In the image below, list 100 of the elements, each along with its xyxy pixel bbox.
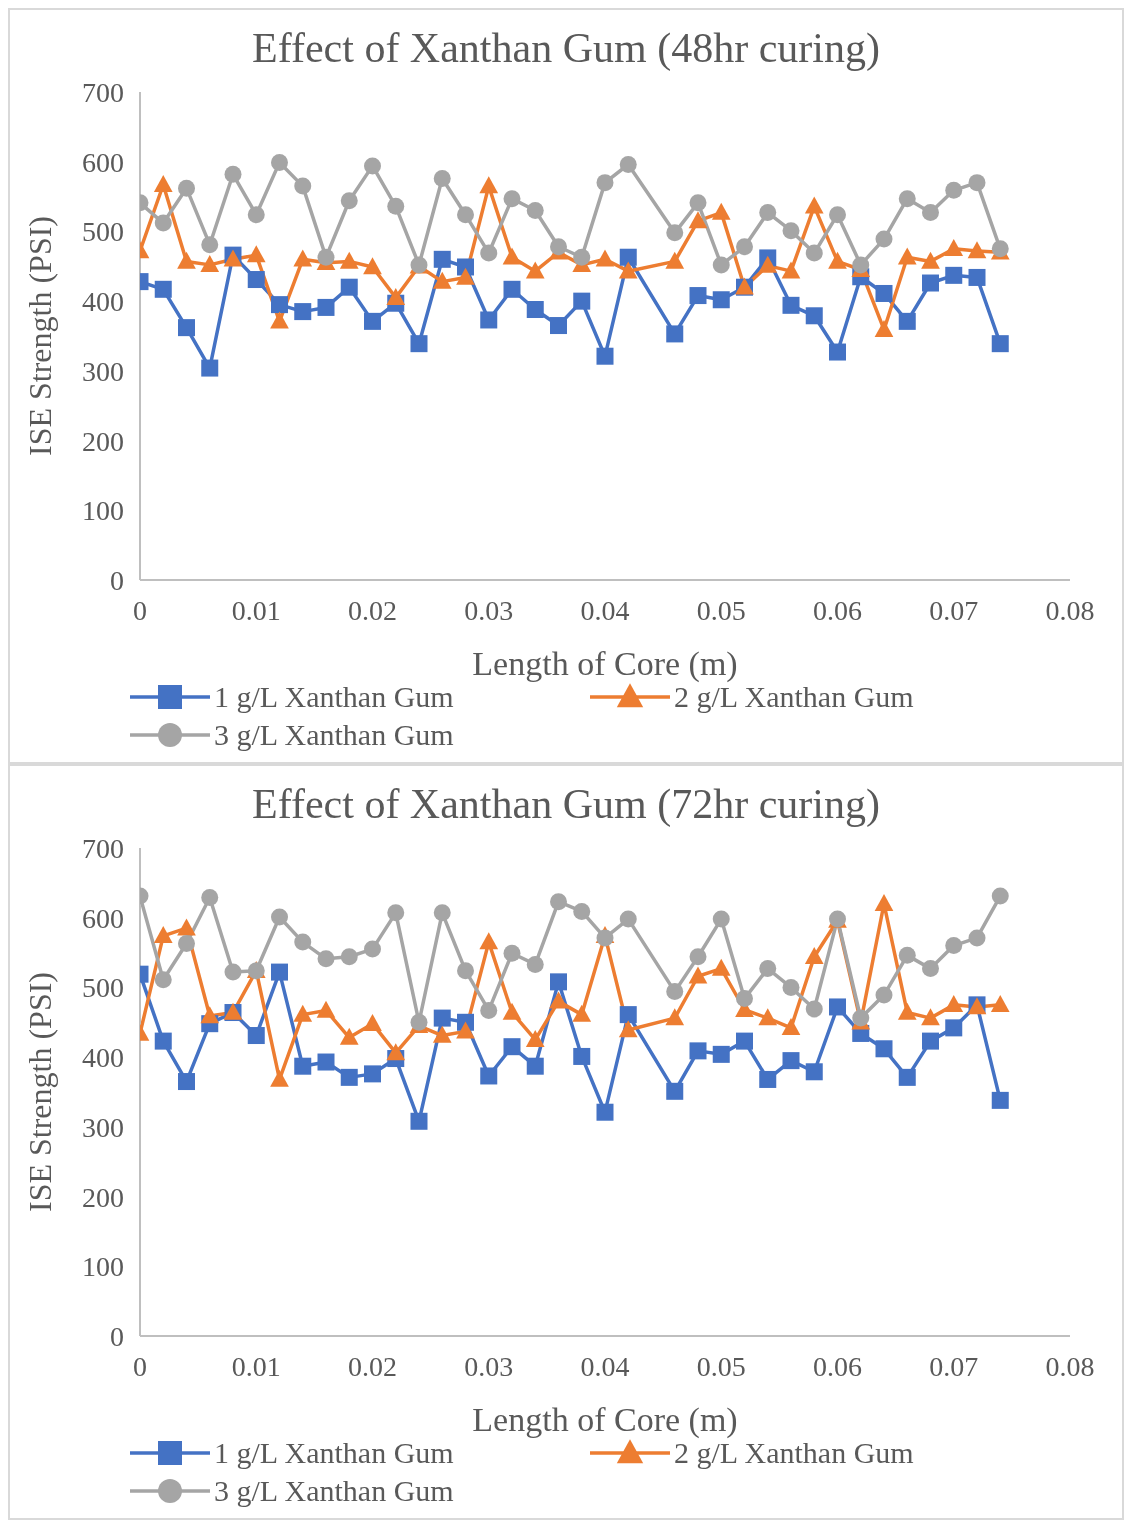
point xyxy=(782,222,800,240)
point xyxy=(945,266,963,284)
point xyxy=(596,1103,614,1121)
x-tick-label: 0.04 xyxy=(580,1350,630,1382)
point xyxy=(526,301,544,319)
point xyxy=(503,280,521,298)
x-tick-label: 0.08 xyxy=(1045,1350,1095,1382)
point xyxy=(340,948,358,966)
point xyxy=(271,963,288,981)
y-tick-label: 500 xyxy=(82,972,124,1004)
point xyxy=(526,202,544,220)
y-tick-label: 500 xyxy=(82,216,124,248)
point xyxy=(432,1025,452,1043)
point xyxy=(805,307,823,325)
point xyxy=(386,1043,406,1061)
point xyxy=(340,1068,358,1086)
point xyxy=(875,1040,893,1058)
x-tick-label: 0.04 xyxy=(580,594,630,626)
point xyxy=(666,1082,684,1100)
point xyxy=(689,194,707,212)
point xyxy=(525,261,545,279)
point xyxy=(502,247,522,265)
point xyxy=(456,1021,475,1039)
point xyxy=(689,1042,707,1060)
point xyxy=(875,284,893,302)
point xyxy=(618,1020,638,1038)
point xyxy=(271,296,288,314)
point xyxy=(479,932,499,950)
point xyxy=(433,904,451,922)
point xyxy=(480,1001,498,1019)
point xyxy=(525,1029,545,1047)
point xyxy=(898,190,916,208)
point xyxy=(944,239,964,257)
point xyxy=(921,1008,940,1026)
point xyxy=(619,156,637,173)
x-tick-label: 0.03 xyxy=(464,1350,514,1382)
x-tick-label: 0.02 xyxy=(348,1350,397,1382)
point xyxy=(852,256,870,274)
point xyxy=(363,257,382,275)
point xyxy=(364,1065,381,1083)
point xyxy=(271,153,288,171)
point xyxy=(782,296,800,314)
legend-label: 1 g/L Xanthan Gum xyxy=(214,680,454,714)
y-tick-label: 0 xyxy=(110,564,124,596)
point xyxy=(317,248,335,266)
point xyxy=(573,1047,591,1065)
y-tick-label: 400 xyxy=(82,286,124,318)
x-tick-label: 0.07 xyxy=(929,594,979,626)
point xyxy=(968,174,986,192)
point xyxy=(619,1006,637,1024)
point xyxy=(340,278,358,296)
x-tick-label: 0.08 xyxy=(1045,594,1095,626)
point xyxy=(153,174,173,192)
point xyxy=(457,206,474,224)
point xyxy=(736,238,753,256)
point xyxy=(874,894,894,911)
point xyxy=(503,190,521,208)
point xyxy=(550,893,567,911)
point xyxy=(898,312,916,330)
point xyxy=(573,902,591,920)
x-tick-label: 0.03 xyxy=(464,594,514,626)
point xyxy=(526,1057,544,1075)
chart-title: Effect of Xanthan Gum (48hr curing) xyxy=(251,24,881,72)
point xyxy=(433,169,451,187)
point xyxy=(619,910,637,928)
point xyxy=(828,251,847,269)
y-axis-title: ISE Strength (PSI) xyxy=(22,216,59,456)
point xyxy=(595,249,615,267)
y-axis-title: ISE Strength (PSI) xyxy=(22,972,59,1212)
point xyxy=(758,255,778,273)
point xyxy=(293,249,313,267)
point xyxy=(178,319,195,337)
point xyxy=(875,230,893,248)
point xyxy=(596,347,614,365)
point xyxy=(270,1069,289,1087)
point xyxy=(549,991,568,1009)
point xyxy=(503,944,521,962)
point xyxy=(317,298,335,316)
x-tick-label: 0.05 xyxy=(696,594,746,626)
point xyxy=(688,966,708,984)
point xyxy=(875,986,893,1004)
point xyxy=(178,935,195,953)
point xyxy=(666,983,684,1001)
point xyxy=(526,955,544,973)
x-tick-label: 0.01 xyxy=(231,1350,281,1382)
point xyxy=(898,1068,916,1086)
point xyxy=(688,211,708,229)
point xyxy=(759,204,777,222)
point xyxy=(712,291,730,309)
point xyxy=(781,261,801,279)
point xyxy=(922,274,939,292)
y-tick-label: 200 xyxy=(82,1181,124,1213)
x-tick-label: 0 xyxy=(133,1350,147,1382)
point xyxy=(619,248,637,266)
y-tick-label: 600 xyxy=(82,902,124,934)
point xyxy=(689,287,707,305)
point xyxy=(991,1091,1009,1109)
point xyxy=(154,1032,172,1050)
point xyxy=(898,946,916,964)
point xyxy=(340,192,358,210)
